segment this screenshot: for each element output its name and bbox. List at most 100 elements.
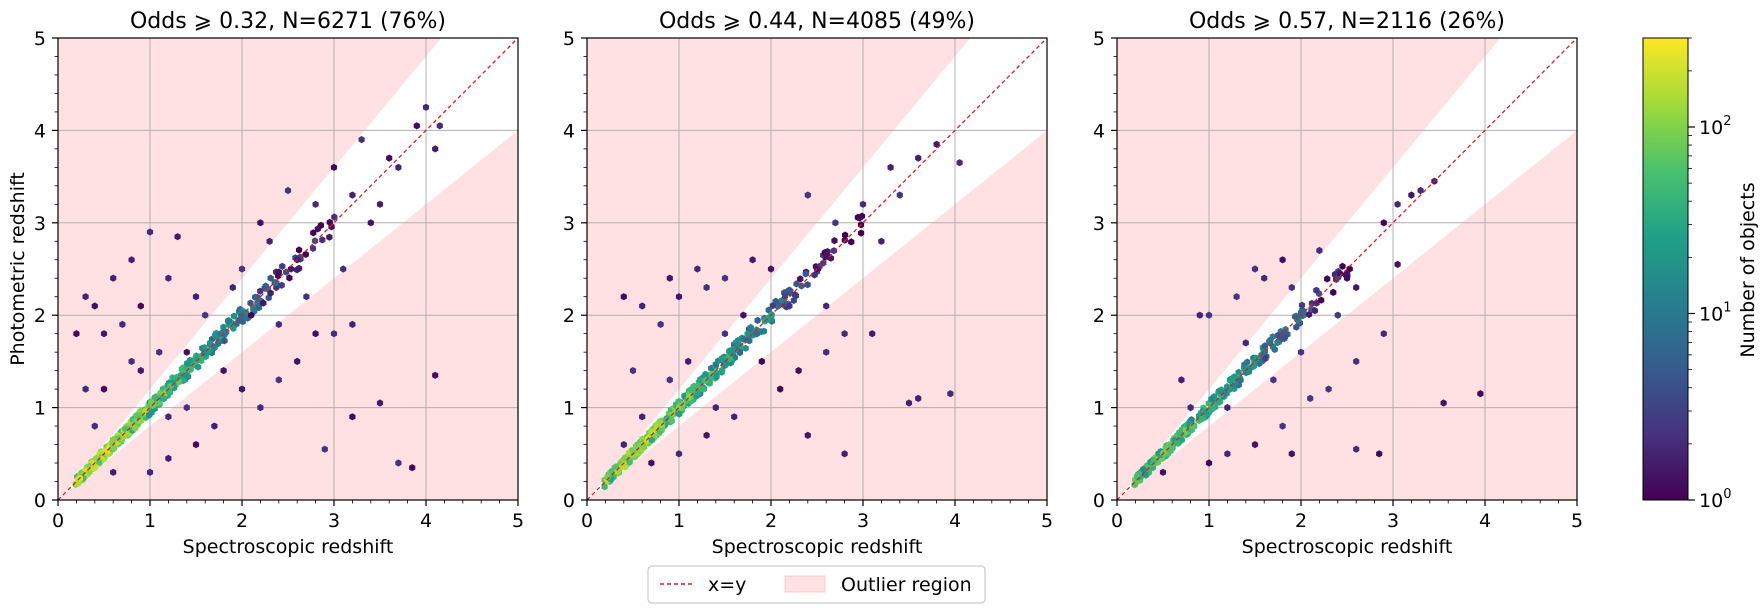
scatter-point <box>1205 459 1213 467</box>
scatter-point <box>896 191 903 199</box>
scatter-point <box>137 302 144 310</box>
scatter-point <box>795 367 802 375</box>
scatter-point <box>703 431 710 439</box>
colorbar: 100 101 102 Number of objects <box>1642 37 1759 512</box>
scatter-point <box>119 320 126 328</box>
y-tick-label: 5 <box>1093 28 1105 50</box>
x-tick-label: 5 <box>1571 510 1583 532</box>
scatter-point <box>1187 404 1194 412</box>
hexbin-cell <box>160 394 168 402</box>
y-tick-label: 2 <box>1093 305 1105 327</box>
scatter-point <box>1417 186 1424 195</box>
hexbin-cell <box>1261 342 1268 350</box>
scatter-point <box>183 404 190 412</box>
axes-frame <box>57 37 519 501</box>
scatter-point <box>786 302 793 310</box>
scatter-point <box>432 145 439 153</box>
scatter-point <box>257 219 264 227</box>
x-tick-label: 3 <box>1387 510 1399 532</box>
scatter-point <box>82 293 89 301</box>
scatter-point <box>1224 404 1231 412</box>
hexbin-cell <box>169 374 176 382</box>
scatter-point <box>395 163 402 171</box>
scatter-point <box>666 274 673 282</box>
hexbin-cell <box>287 265 295 273</box>
scatter-point <box>915 394 922 402</box>
hexbin-cell <box>283 268 290 276</box>
y-tick-label: 1 <box>34 398 46 420</box>
hexbin-cell <box>604 473 611 481</box>
scatter-point <box>1380 330 1387 338</box>
hexbin-cell <box>311 237 319 245</box>
scatter-point <box>666 376 673 384</box>
scatter-point <box>174 233 181 241</box>
hexbin-cell <box>697 376 704 384</box>
hexbin-cell <box>296 246 303 254</box>
hexbin-cell <box>1214 397 1221 405</box>
x-tick-label: 3 <box>857 510 869 532</box>
scatter-point <box>266 237 273 245</box>
hexbin-cell <box>787 287 794 295</box>
x-tick-label: 2 <box>236 510 248 532</box>
scatter-point <box>238 385 246 393</box>
hexbin-cell <box>230 324 237 332</box>
scatter-point <box>192 293 200 301</box>
hexbin-cell <box>753 330 760 338</box>
hexbin-cell <box>842 231 849 239</box>
scatter-point <box>183 348 190 356</box>
hexbin-cell <box>310 229 317 237</box>
hexbin-cell <box>854 213 861 221</box>
scatter-point <box>657 320 664 328</box>
scatter-point <box>1196 311 1203 319</box>
hexbin-cell <box>1324 275 1331 283</box>
hexbin-cell <box>230 312 238 320</box>
scatter-point <box>436 122 443 130</box>
hexbin-cell <box>824 248 831 256</box>
chart-title: Odds ⩾ 0.57, N=2116 (26%) <box>1189 9 1505 34</box>
hexbin-cell <box>262 282 269 290</box>
hexbin-cell <box>1140 465 1147 473</box>
scatter-point <box>1233 293 1240 301</box>
x-tick-label: 0 <box>1111 510 1123 532</box>
hexbin-cell <box>804 281 811 289</box>
hexbin-cell <box>1251 357 1258 365</box>
hexbin-cell <box>713 373 720 381</box>
hexbin-cell <box>830 247 837 255</box>
hexbin-cell <box>790 296 797 305</box>
x-tick-label: 4 <box>1479 510 1491 532</box>
scatter-point <box>312 330 319 338</box>
scatter-point <box>321 445 328 453</box>
hexbin-cell <box>319 236 326 244</box>
scatter-point <box>1394 200 1401 208</box>
scatter-point <box>330 330 338 338</box>
y-tick-label: 1 <box>1093 398 1105 420</box>
hexbin-cell <box>267 274 274 282</box>
hexbin-cell <box>210 344 217 352</box>
hexbin-cell <box>177 371 184 379</box>
y-tick-label: 4 <box>1093 120 1105 142</box>
hexbin-cell <box>1198 415 1205 423</box>
hexbin-cell <box>848 238 855 246</box>
colorbar-tick-label: 101 <box>1699 300 1731 325</box>
plot-area <box>587 38 1047 500</box>
panels-group: 0 1 2 3 4 5 0 1 2 3 4 5 Odds ⩾ 0.32, N=6271 (76%) Spe… <box>7 9 1583 558</box>
scatter-point <box>1477 390 1484 398</box>
hexbin-cell <box>1209 396 1216 404</box>
panel-1: 0 1 2 3 4 5 0 1 2 3 4 5 Odds ⩾ 0.32, N=6271 (76%) Spe… <box>7 9 524 558</box>
scatter-point <box>409 464 416 472</box>
axes-frame <box>586 37 1048 501</box>
hexbin-cell <box>275 272 282 280</box>
scatter-point <box>823 348 830 356</box>
scatter-point <box>905 399 913 407</box>
scatter-point <box>376 200 384 208</box>
y-tick-label: 0 <box>34 490 46 512</box>
scatter-point <box>639 302 646 310</box>
y-tick-label: 3 <box>563 213 575 235</box>
scatter-point <box>422 103 430 111</box>
scatter-point <box>110 468 117 476</box>
hexbin-cell <box>629 448 637 456</box>
scatter-point <box>358 136 365 144</box>
hexbin-cell <box>1299 306 1306 314</box>
hexbin-cell <box>747 323 754 332</box>
scatter-point <box>376 399 384 407</box>
